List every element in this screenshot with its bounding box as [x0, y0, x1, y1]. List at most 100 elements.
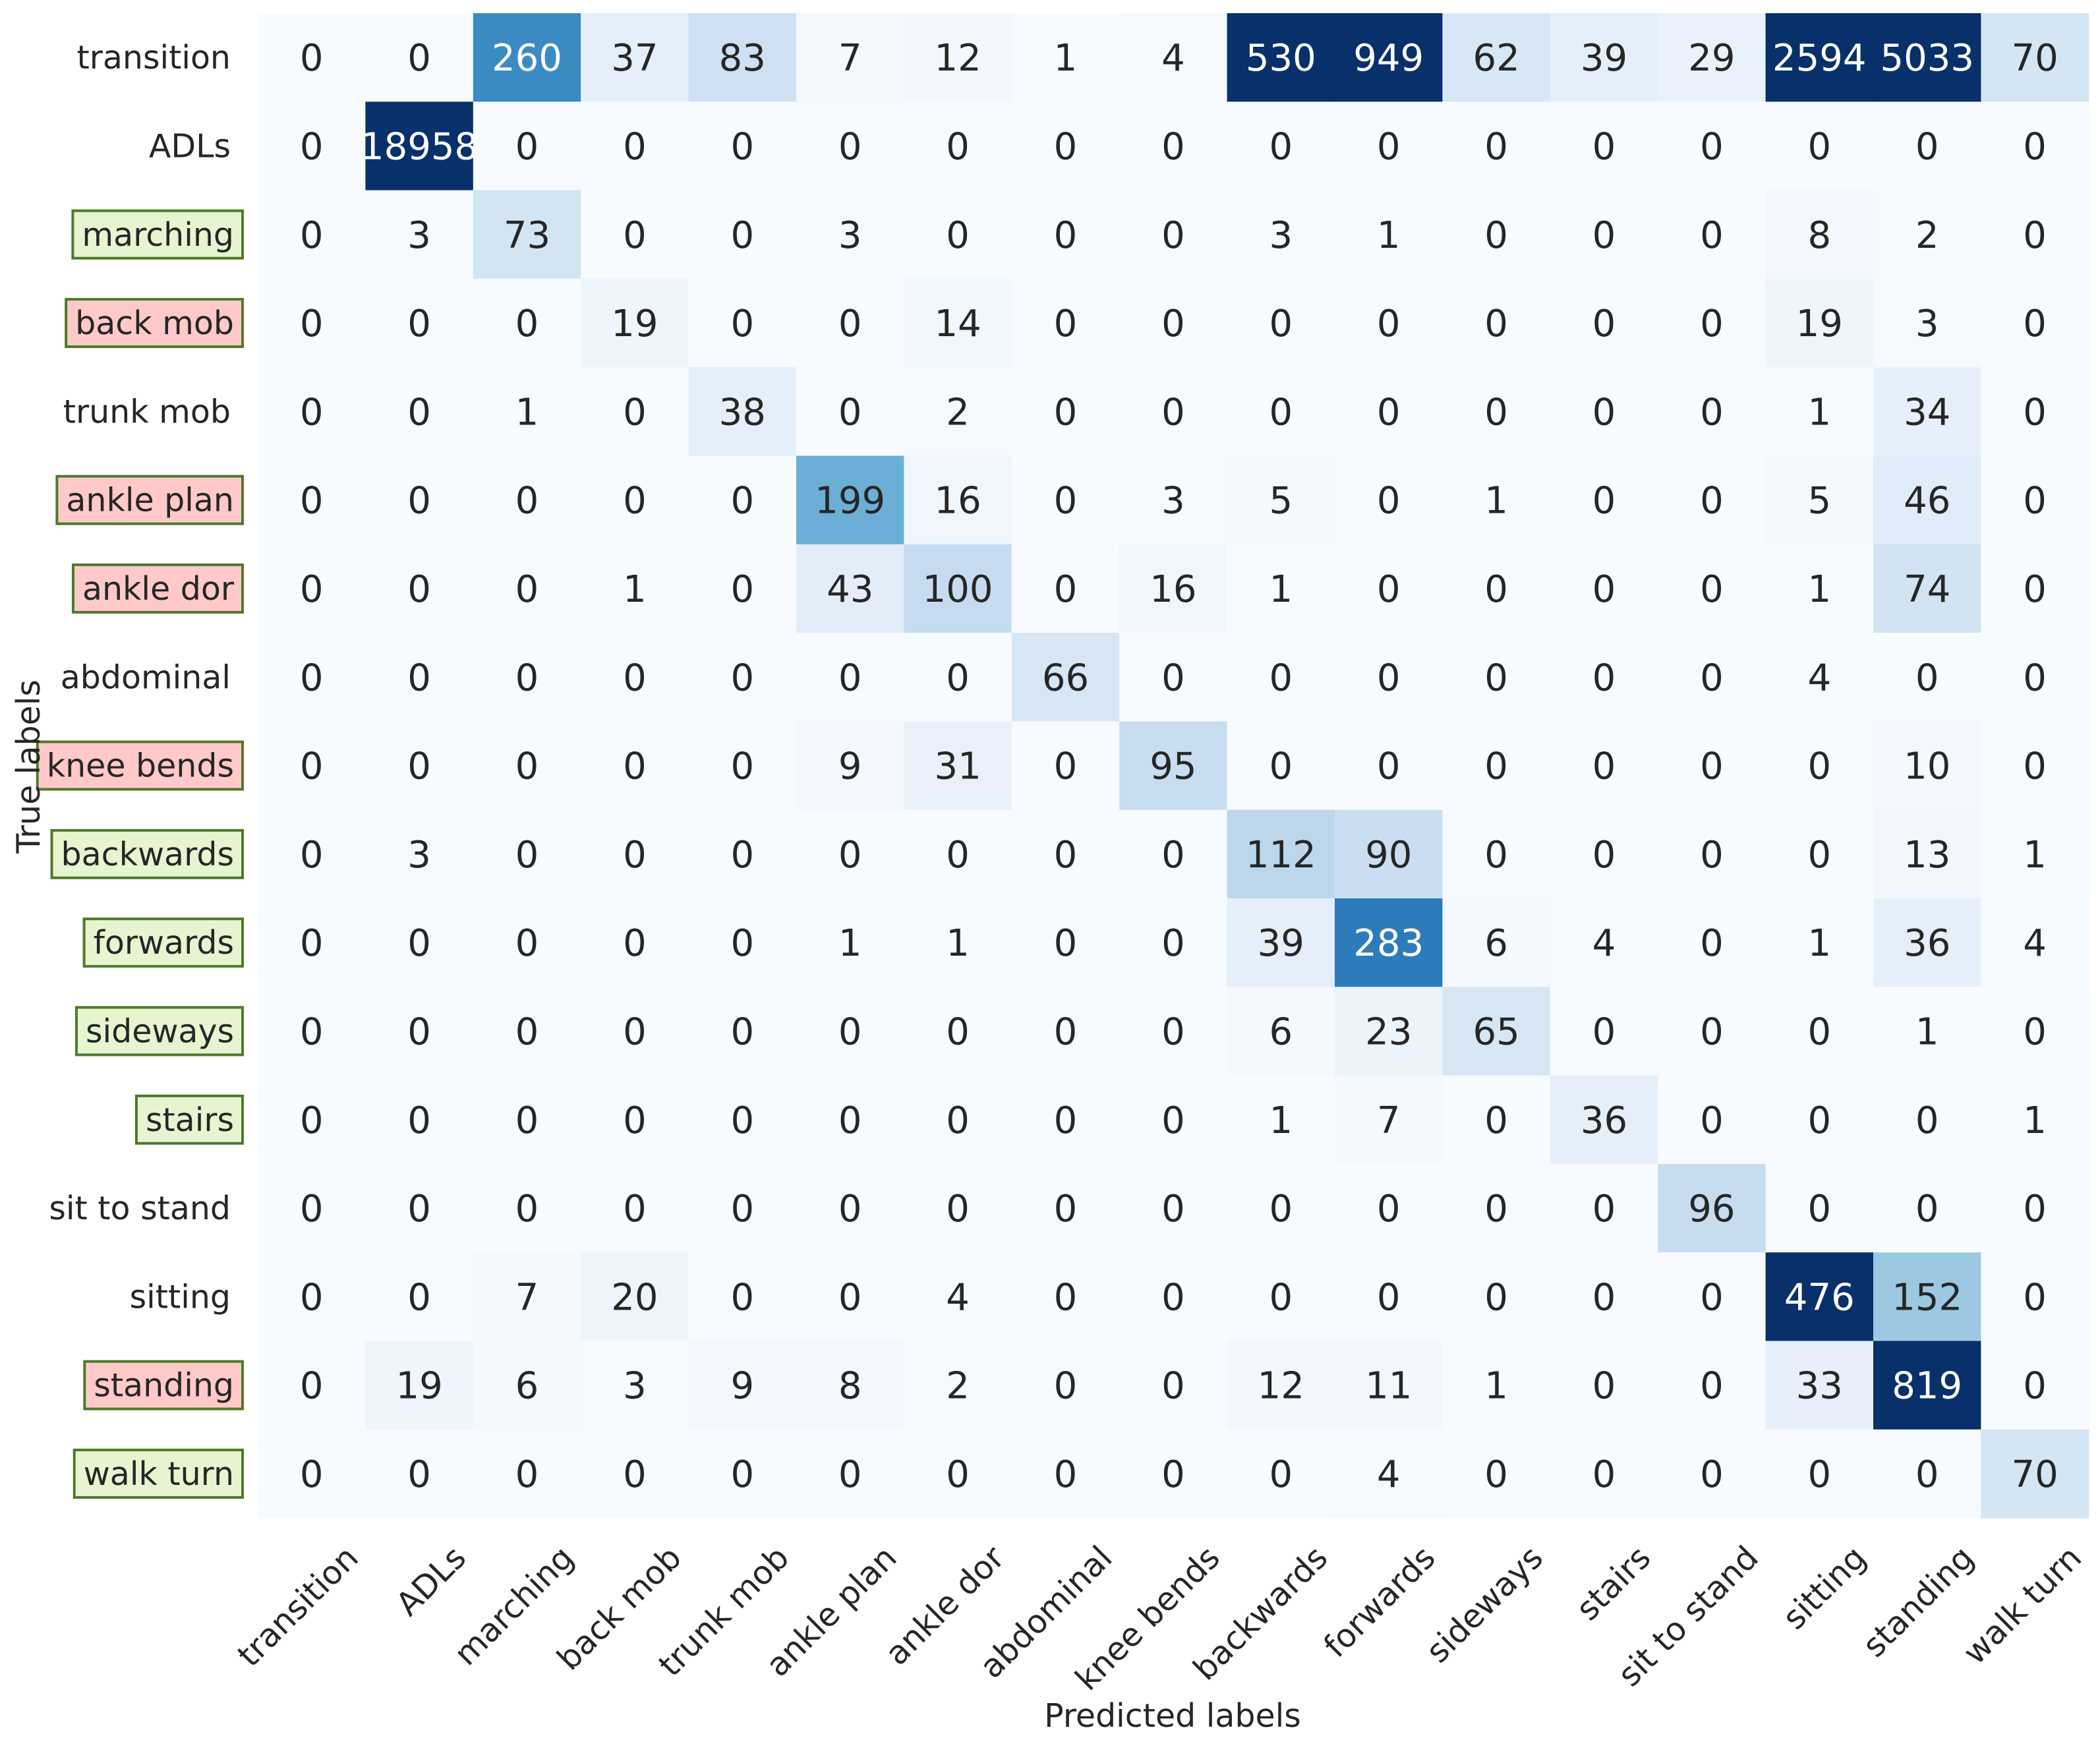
heatmap-cell-value: 0 — [623, 1453, 647, 1496]
heatmap-cell — [904, 1341, 1012, 1430]
heatmap-cell — [796, 544, 904, 633]
heatmap-cell-value: 2 — [1915, 214, 1939, 257]
heatmap-cell — [1011, 1252, 1120, 1342]
heatmap-cell — [581, 987, 689, 1076]
heatmap-cell — [1873, 1252, 1981, 1342]
heatmap-cell-value: 0 — [1807, 125, 1831, 168]
y-tick-label: sit to stand — [49, 1190, 231, 1227]
heatmap-cell — [1873, 544, 1981, 633]
heatmap-cell-value: 0 — [407, 391, 431, 434]
heatmap-cell-value: 0 — [1054, 391, 1078, 434]
heatmap-cell — [1873, 1075, 1981, 1165]
heatmap-cell-value: 9 — [730, 1365, 754, 1408]
heatmap-cell-value: 0 — [300, 1365, 324, 1408]
heatmap-cell-value: 46 — [1904, 480, 1950, 523]
heatmap-cell-value: 0 — [407, 37, 431, 80]
heatmap-cell — [1442, 1252, 1551, 1342]
heatmap-cell-value: 6 — [515, 1365, 539, 1408]
heatmap-cell — [1658, 544, 1766, 633]
x-axis-title: Predicted labels — [1044, 1697, 1301, 1735]
heatmap-cell — [365, 278, 474, 368]
heatmap-cell — [258, 190, 366, 279]
heatmap-cell-value: 0 — [1592, 1365, 1616, 1408]
heatmap-cell-value: 0 — [1700, 1099, 1724, 1142]
heatmap-cell-value: 1 — [515, 391, 539, 434]
heatmap-cell-value: 0 — [2023, 303, 2047, 345]
heatmap-cell-value: 949 — [1353, 37, 1424, 80]
heatmap-cell-value: 0 — [1054, 303, 1078, 345]
heatmap-cell-value: 19 — [1796, 303, 1843, 345]
heatmap-cell — [1981, 1075, 2089, 1165]
heatmap-cell-value: 0 — [838, 391, 862, 434]
heatmap-cell — [1442, 190, 1551, 279]
heatmap-cell — [1550, 721, 1658, 811]
x-tick-label: sitting — [1776, 1539, 1874, 1637]
heatmap-cell-value: 0 — [1269, 303, 1293, 345]
heatmap-cell — [1119, 13, 1228, 102]
heatmap-cell-value: 0 — [1915, 1188, 1939, 1231]
heatmap-cell-value: 39 — [1581, 37, 1627, 80]
heatmap-cell — [473, 278, 581, 368]
heatmap-cell — [581, 278, 689, 368]
heatmap-cell-value: 0 — [1161, 1188, 1185, 1231]
heatmap-cell — [581, 633, 689, 722]
heatmap-cell — [1873, 455, 1981, 545]
heatmap-cell — [581, 1341, 689, 1430]
heatmap-cell — [365, 1429, 474, 1519]
heatmap-cell — [1873, 898, 1981, 987]
heatmap-cell — [904, 633, 1012, 722]
heatmap-cell-value: 31 — [934, 745, 981, 788]
heatmap-cell — [904, 1429, 1012, 1519]
heatmap-cell — [1550, 1252, 1658, 1342]
heatmap-cell — [688, 898, 797, 987]
heatmap-cell-value: 0 — [730, 1010, 754, 1053]
heatmap-cell — [365, 721, 474, 811]
heatmap-cell — [258, 102, 366, 191]
heatmap-cell — [1227, 102, 1335, 191]
heatmap-cell-value: 1 — [1269, 568, 1293, 611]
heatmap-cell — [1227, 898, 1335, 987]
heatmap-cell-value: 43 — [827, 568, 873, 611]
heatmap-cell-value: 0 — [1592, 834, 1616, 877]
heatmap-cell-value: 0 — [2023, 214, 2047, 257]
heatmap-cell-value: 0 — [407, 922, 431, 965]
y-tick-label: sideways — [86, 1012, 234, 1050]
heatmap-cell — [1442, 102, 1551, 191]
heatmap-cell-value: 0 — [1161, 1099, 1185, 1142]
heatmap-cell — [1550, 278, 1658, 368]
heatmap-cell — [1873, 367, 1981, 457]
heatmap-cell-value: 23 — [1365, 1010, 1412, 1053]
heatmap-cell — [796, 1075, 904, 1165]
heatmap-cell — [904, 1163, 1012, 1253]
heatmap-cell-value: 0 — [730, 1276, 754, 1319]
x-tick-label: walk turn — [1956, 1539, 2089, 1672]
heatmap-cell-value: 0 — [2023, 656, 2047, 699]
heatmap-cell-value: 0 — [1592, 656, 1616, 699]
heatmap-cell — [688, 1341, 797, 1430]
heatmap-cell — [1550, 455, 1658, 545]
heatmap-cell-value: 0 — [1484, 214, 1508, 257]
heatmap-cell-value: 199 — [815, 480, 885, 523]
heatmap-cell-value: 2594 — [1772, 37, 1867, 80]
heatmap-cell — [1442, 367, 1551, 457]
heatmap-cell-value: 1 — [1269, 1099, 1293, 1142]
y-tick-label: sitting — [130, 1278, 231, 1316]
heatmap-cell-value: 1 — [1484, 480, 1508, 523]
heatmap-cell — [1227, 1163, 1335, 1253]
heatmap-cell-value: 38 — [719, 391, 766, 434]
heatmap-cell-value: 4 — [1161, 37, 1185, 80]
y-tick-label-highlight — [55, 475, 244, 525]
heatmap-cell — [1335, 13, 1443, 102]
heatmap-cell-value: 0 — [1915, 656, 1939, 699]
heatmap-cell-value: 0 — [730, 125, 754, 168]
heatmap-cell — [1227, 455, 1335, 545]
heatmap-cell — [258, 987, 366, 1076]
heatmap-cell — [1442, 455, 1551, 545]
heatmap-cell — [1981, 13, 2089, 102]
heatmap-cell — [581, 1252, 689, 1342]
y-tick-label: forwards — [94, 924, 234, 962]
heatmap-cell-value: 0 — [1807, 1099, 1831, 1142]
heatmap-cell — [473, 544, 581, 633]
heatmap-cell-value: 0 — [623, 745, 647, 788]
y-tick-label-highlight — [73, 1448, 244, 1499]
